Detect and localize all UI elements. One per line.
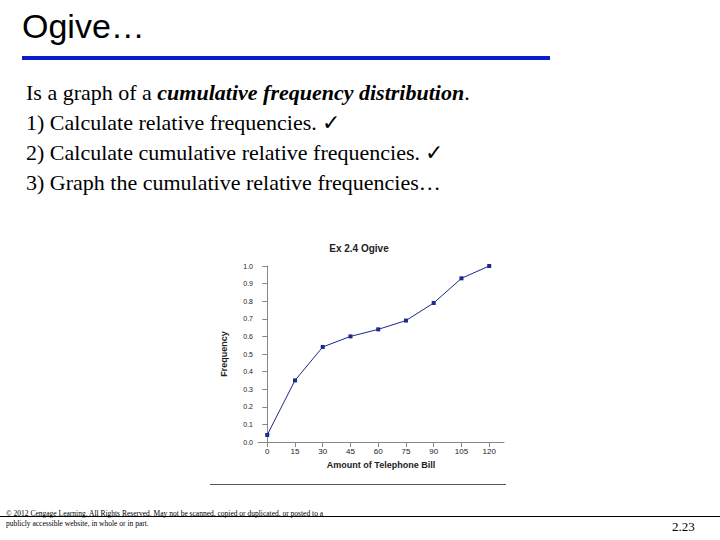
svg-text:0.5: 0.5 — [243, 351, 253, 358]
svg-text:90: 90 — [429, 447, 438, 456]
svg-text:45: 45 — [346, 447, 355, 456]
svg-text:Frequency: Frequency — [219, 331, 229, 377]
svg-text:0.1: 0.1 — [243, 421, 253, 428]
svg-text:Amount of Telephone Bill: Amount of Telephone Bill — [327, 460, 435, 470]
svg-text:Ex 2.4 Ogive: Ex 2.4 Ogive — [329, 243, 389, 254]
html-text:Is a graph of a cumulative fre: Is a graph of a cumulative frequency dis… — [26, 80, 470, 105]
svg-text:60: 60 — [374, 447, 383, 456]
html-text:3) Graph the cumulative relati: 3) Graph the cumulative relative frequen… — [26, 170, 441, 195]
svg-text:0: 0 — [265, 447, 270, 456]
svg-text:15: 15 — [291, 447, 300, 456]
svg-text:0.3: 0.3 — [243, 386, 253, 393]
html-text:2.23: 2.23 — [672, 519, 695, 534]
svg-text:0.6: 0.6 — [243, 333, 253, 340]
svg-text:0.8: 0.8 — [243, 298, 253, 305]
svg-text:75: 75 — [402, 447, 411, 456]
svg-text:105: 105 — [455, 447, 469, 456]
svg-text:0.2: 0.2 — [243, 403, 253, 410]
svg-text:120: 120 — [483, 447, 497, 456]
html-text:Ogive…: Ogive… — [22, 7, 145, 45]
html-text:1) Calculate relative frequenc: 1) Calculate relative frequencies. ✓ — [26, 110, 341, 135]
svg-text:0.7: 0.7 — [243, 315, 253, 322]
svg-text:30: 30 — [318, 447, 327, 456]
svg-text:0.9: 0.9 — [243, 280, 253, 287]
svg-text:0.4: 0.4 — [243, 368, 253, 375]
svg-text:1.0: 1.0 — [243, 263, 253, 270]
html-text:2) Calculate cumulative relati: 2) Calculate cumulative relative frequen… — [26, 140, 444, 165]
html-text:© 2012 Cengage Learning. All R: © 2012 Cengage Learning. All Rights Rese… — [6, 509, 324, 528]
svg-text:0.0: 0.0 — [243, 439, 253, 446]
